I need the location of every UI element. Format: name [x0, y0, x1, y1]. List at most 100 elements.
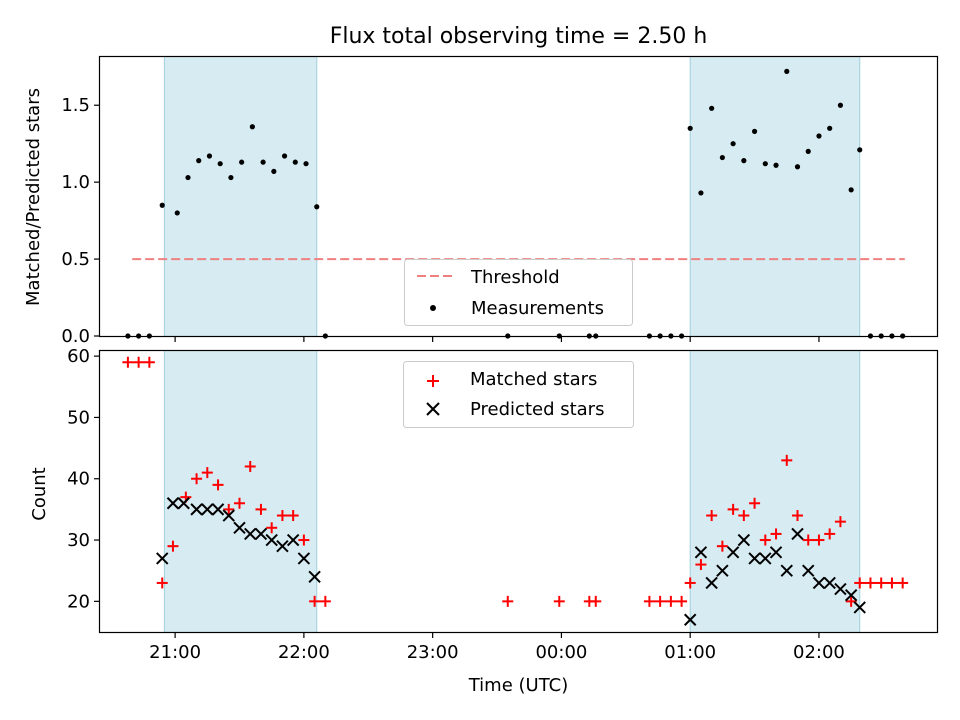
measurement-point: [687, 125, 693, 131]
matched-star-point: [309, 595, 321, 607]
matched-star-point: [781, 454, 793, 466]
matched-star-point: [813, 534, 825, 546]
predicted-star-point: [222, 509, 235, 522]
matched-star-point: [897, 577, 909, 589]
matched-star-point: [122, 356, 134, 368]
matched-star-point: [266, 522, 278, 534]
matched-star-point: [834, 516, 846, 528]
measurement-point: [698, 190, 704, 196]
predicted-star-point: [244, 527, 257, 541]
legend-predicted-label: Predicted stars: [470, 399, 604, 420]
y-tick-label: 0.0: [61, 326, 90, 347]
ratio-panel: 0.0 0.5 1.0 1.5 Matched/Predicted stars Thr…: [23, 55, 939, 347]
count-points: [122, 356, 909, 626]
observing-interval-band: [690, 350, 860, 632]
predicted-star-point: [780, 564, 793, 577]
predicted-star-point: [166, 497, 180, 510]
measurement-point: [196, 158, 202, 164]
predicted-star-point: [694, 546, 708, 559]
predicted-star-point: [276, 539, 289, 553]
measurement-point: [271, 168, 277, 174]
matched-star-point: [156, 577, 168, 589]
measurement-point: [837, 102, 844, 108]
measurement-point: [260, 159, 266, 165]
predicted-star-point: [812, 576, 826, 590]
bottom-legend-box: [403, 361, 634, 428]
chart-title: Flux total observing time = 2.50 h: [330, 24, 708, 49]
bottom-y-axis: 20 30 40 50 60: [67, 346, 100, 612]
x-tick-label: 23:00: [407, 642, 459, 663]
matched-star-point: [276, 510, 288, 522]
predicted-star-point: [853, 601, 866, 614]
measurement-point: [773, 162, 779, 168]
x-tick-label: 01:00: [664, 642, 716, 663]
predicted-star-point: [769, 546, 783, 559]
matched-star-point: [684, 577, 696, 589]
matched-star-point: [143, 356, 155, 368]
matched-star-point: [212, 479, 224, 491]
matched-star-point: [133, 356, 145, 368]
legend-measurements-label: Measurements: [471, 298, 604, 319]
matched-star-point: [676, 595, 688, 607]
measurement-point: [206, 153, 213, 159]
y-tick-label: 0.5: [61, 249, 90, 270]
measurement-point: [762, 161, 768, 167]
predicted-star-point: [759, 552, 772, 565]
matched-star-point: [824, 528, 836, 540]
matched-star-point: [695, 559, 707, 571]
measurement-point: [228, 174, 234, 181]
matched-star-point: [298, 534, 310, 546]
measurement-point: [816, 133, 822, 139]
x-tick-label: 02:00: [793, 642, 845, 663]
matched-star-point: [287, 510, 299, 522]
bottom-y-axis-label: Count: [29, 467, 50, 520]
matched-star-point: [191, 473, 203, 485]
matched-star-point: [854, 577, 866, 589]
predicted-star-point: [156, 552, 169, 565]
matched-star-point: [738, 510, 750, 522]
y-tick-label: 1.5: [61, 95, 90, 116]
matched-star-point: [770, 528, 782, 540]
measurement-point: [303, 161, 309, 167]
top-legend: Threshold Measurements: [404, 259, 633, 326]
predicted-star-point: [802, 564, 815, 577]
top-observing-intervals: [163, 56, 861, 336]
observing-interval-band: [164, 350, 317, 632]
measurement-point: [217, 161, 223, 167]
matched-star-point: [845, 595, 857, 607]
measurement-point: [794, 164, 801, 170]
matched-star-point: [244, 460, 256, 472]
bottom-x-axis: 21:00 22:00 23:00 00:00 01:00 02:00: [149, 632, 845, 663]
matched-star-point: [792, 510, 803, 522]
matched-star-point: [553, 595, 565, 607]
predicted-star-point: [705, 576, 718, 590]
predicted-star-point: [683, 613, 697, 626]
matched-star-point: [502, 595, 514, 607]
predicted-star-point: [716, 564, 729, 577]
predicted-star-point: [844, 589, 858, 602]
matched-star-point: [716, 540, 728, 552]
predicted-star-point: [201, 503, 214, 516]
matched-star-point: [654, 595, 666, 607]
top-y-axis: 0.0 0.5 1.0 1.5: [61, 95, 100, 347]
predicted-star-point: [286, 533, 300, 547]
x-axis-label: Time (UTC): [468, 675, 569, 696]
measurement-point: [827, 125, 833, 131]
legend-threshold-label: Threshold: [470, 267, 560, 288]
bottom-plot-frame: [98, 349, 939, 634]
y-tick-label: 1.0: [61, 172, 90, 193]
y-tick-label: 30: [67, 530, 90, 551]
measurement-point: [249, 124, 255, 130]
legend-predicted-swatch: [426, 402, 440, 416]
predicted-star-point: [297, 552, 311, 565]
matched-star-point: [727, 503, 739, 515]
x-tick-label: 00:00: [535, 642, 587, 663]
measurement-point: [709, 105, 715, 111]
matched-star-point: [886, 577, 898, 589]
predicted-star-point: [233, 521, 246, 534]
measurement-point: [314, 204, 320, 210]
observing-interval-band: [164, 56, 317, 336]
measurement-point: [159, 202, 165, 208]
matched-star-point: [875, 577, 887, 589]
